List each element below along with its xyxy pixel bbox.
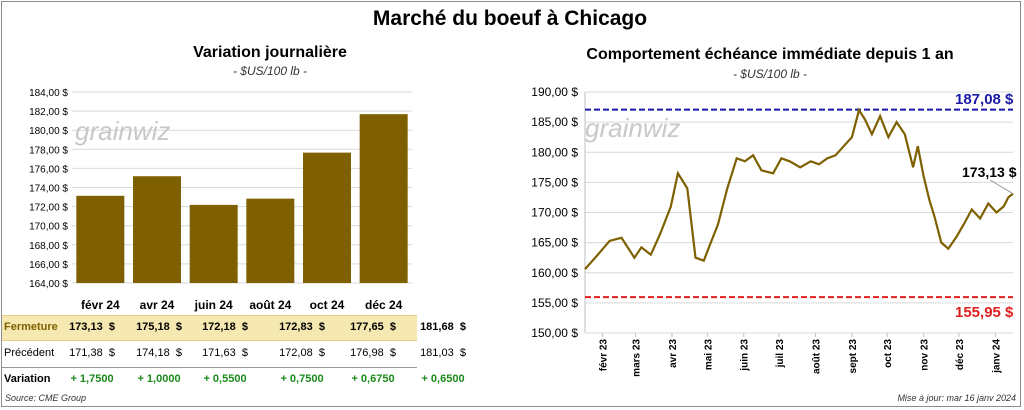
- line-x-tick-label: mars 23: [632, 339, 643, 377]
- low-value-label: 155,95 $: [955, 304, 1014, 321]
- bar-y-tick-label: 182,00 $: [29, 107, 68, 118]
- right-chart-unit: - $US/100 lb -: [732, 67, 808, 81]
- table-cell: 177,65 $: [350, 321, 396, 333]
- line-y-tick-label: 175,00 $: [531, 175, 578, 189]
- table-row-label: Variation: [4, 373, 51, 385]
- line-y-tick-label: 155,00 $: [531, 296, 578, 310]
- left-chart-title: Variation journalière: [193, 44, 347, 61]
- line-y-tick-label: 150,00 $: [531, 326, 578, 340]
- bar-x-tick-label: févr 24: [81, 298, 120, 312]
- footer-source: Source: CME Group: [5, 393, 87, 403]
- bar-juin-24: [189, 204, 238, 283]
- bar-x-tick-label: avr 24: [140, 298, 175, 312]
- bar-août-24: [246, 198, 295, 283]
- table-cell: + 0,7500: [280, 373, 324, 385]
- footer-update: Mise à jour: mar 16 janv 2024: [897, 393, 1016, 403]
- bar-y-tick-label: 172,00 $: [29, 203, 68, 214]
- line-x-tick-label: déc 23: [955, 339, 966, 371]
- table-cell: 175,18 $: [136, 321, 182, 333]
- bar-févr-24: [76, 195, 125, 283]
- line-y-tick-label: 165,00 $: [531, 236, 578, 250]
- line-x-tick-label: juil 23: [775, 339, 786, 369]
- close-row-background: [2, 315, 417, 341]
- table-cell: 174,18 $: [136, 347, 182, 359]
- main-title: Marché du boeuf à Chicago: [372, 7, 648, 30]
- bar-x-tick-label: déc 24: [365, 298, 403, 312]
- table-cell: 181,68 $: [420, 321, 466, 333]
- table-cell: + 0,5500: [203, 373, 247, 385]
- bar-oct-24: [303, 152, 351, 283]
- price-series-line: [584, 107, 1014, 270]
- line-y-tick-label: 170,00 $: [531, 206, 578, 220]
- line-y-tick-label: 160,00 $: [531, 266, 578, 280]
- line-x-tick-label: nov 23: [920, 339, 931, 371]
- line-x-tick-label: juin 23: [740, 339, 751, 372]
- line-x-tick-label: oct 23: [883, 339, 894, 368]
- bar-déc-24: [359, 114, 408, 283]
- table-cell: 171,38 $: [69, 347, 115, 359]
- bar-x-tick-label: août 24: [249, 298, 291, 312]
- line-y-tick-label: 180,00 $: [531, 145, 578, 159]
- table-cell: + 1,0000: [137, 373, 181, 385]
- grainwiz-watermark-right: grainwiz: [585, 113, 680, 143]
- bar-y-tick-label: 174,00 $: [29, 184, 68, 195]
- bar-y-tick-label: 168,00 $: [29, 241, 68, 252]
- right-chart-title: Comportement échéance immédiate depuis 1…: [586, 46, 954, 63]
- high-value-label: 187,08 $: [955, 91, 1014, 108]
- bar-y-tick-label: 170,00 $: [29, 222, 68, 233]
- line-x-tick-label: févr 23: [599, 339, 610, 372]
- table-cell: 181,03 $: [420, 347, 466, 359]
- line-x-tick-label: janv 24: [991, 339, 1002, 374]
- last-value-leader: [989, 179, 1014, 195]
- last-value-label: 173,13 $: [962, 164, 1017, 180]
- table-cell: 176,98 $: [350, 347, 396, 359]
- line-x-tick-label: sept 23: [848, 339, 859, 374]
- line-x-tick-label: août 23: [811, 339, 822, 374]
- table-divider: [2, 367, 417, 368]
- line-x-tick-label: avr 23: [668, 339, 679, 368]
- grainwiz-watermark-left: grainwiz: [75, 116, 170, 146]
- bar-y-tick-label: 164,00 $: [29, 279, 68, 290]
- left-chart-unit: - $US/100 lb -: [232, 64, 308, 78]
- table-cell: + 1,7500: [70, 373, 114, 385]
- bar-y-tick-label: 180,00 $: [29, 126, 68, 137]
- table-cell: 172,83 $: [279, 321, 325, 333]
- bar-y-tick-label: 184,00 $: [29, 88, 68, 99]
- table-cell: + 0,6500: [421, 373, 465, 385]
- bar-x-tick-label: juin 24: [194, 298, 233, 312]
- table-row-label: Précédent: [4, 347, 55, 359]
- bar-y-tick-label: 178,00 $: [29, 145, 68, 156]
- table-row-label: Fermeture: [4, 321, 58, 333]
- table-cell: 173,13 $: [69, 321, 115, 333]
- bar-avr-24: [133, 176, 181, 283]
- line-y-tick-label: 185,00 $: [531, 115, 578, 129]
- line-x-tick-label: mai 23: [703, 339, 714, 371]
- table-cell: + 0,6750: [351, 373, 395, 385]
- line-y-tick-label: 190,00 $: [531, 85, 578, 99]
- table-cell: 172,08 $: [279, 347, 325, 359]
- bar-y-tick-label: 176,00 $: [29, 164, 68, 175]
- bar-x-tick-label: oct 24: [310, 298, 345, 312]
- table-cell: 171,63 $: [202, 347, 248, 359]
- table-cell: 172,18 $: [202, 321, 248, 333]
- bar-y-tick-label: 166,00 $: [29, 260, 68, 271]
